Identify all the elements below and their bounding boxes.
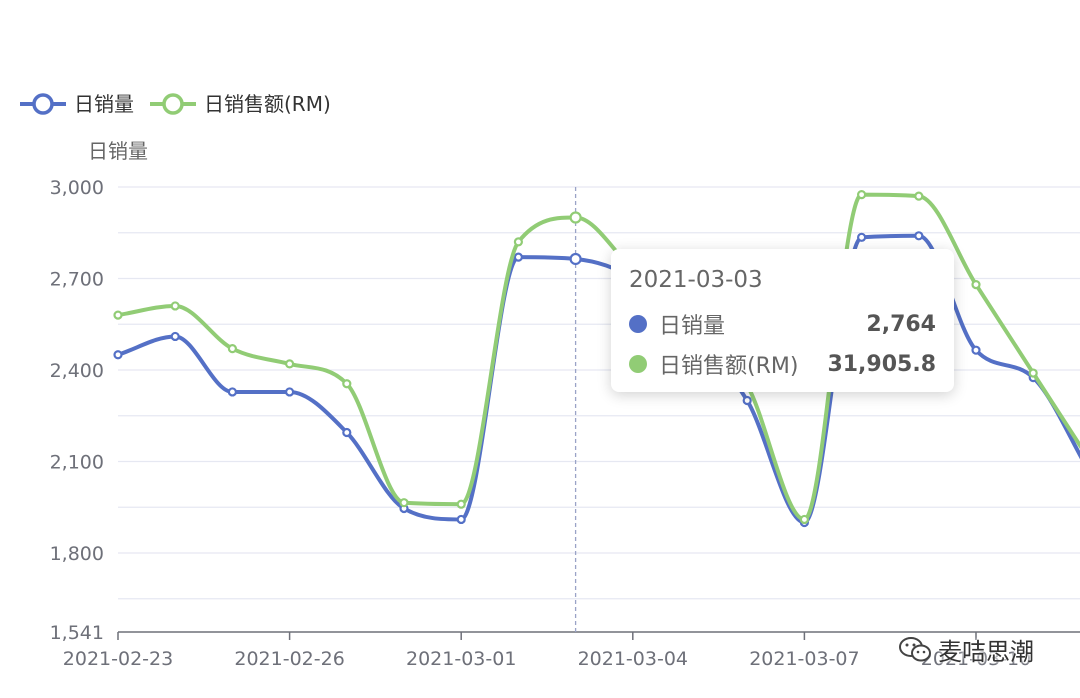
data-point[interactable] xyxy=(399,498,409,508)
tooltip-series-name: 日销量 xyxy=(659,314,726,339)
watermark: 麦咭思潮 xyxy=(898,632,1034,667)
y-tick-label: 1,541 xyxy=(50,622,104,644)
legend[interactable]: 日销量 日销售额(RM) xyxy=(20,92,331,116)
data-point[interactable] xyxy=(227,344,237,354)
tooltip-marker-sales-amount xyxy=(629,355,647,373)
data-point[interactable] xyxy=(227,387,237,397)
data-point[interactable] xyxy=(799,514,810,525)
watermark-text: 麦咭思潮 xyxy=(938,638,1034,666)
tooltip: 2021-03-03 日销量 2,764 日销售额(RM) 31,905.8 xyxy=(611,249,954,392)
data-point[interactable] xyxy=(971,345,981,355)
y-tick-label: 2,700 xyxy=(50,269,104,291)
tooltip-date: 2021-03-03 xyxy=(629,267,763,293)
y-tick-label: 3,000 xyxy=(50,177,104,199)
y-tick-label: 2,400 xyxy=(50,360,104,382)
legend-marker-icon xyxy=(32,93,54,115)
tooltip-marker-sales-volume xyxy=(629,315,647,333)
data-point[interactable] xyxy=(1028,368,1038,378)
tooltip-row-sales-volume: 日销量 2,764 xyxy=(629,304,936,344)
data-point[interactable] xyxy=(971,280,981,290)
x-tick-label: 2021-03-10 xyxy=(921,648,1031,670)
y-axis-label: 日销量 xyxy=(88,139,148,163)
data-point[interactable] xyxy=(342,427,352,438)
legend-marker-icon xyxy=(162,93,184,115)
x-tick-label: 2021-03-04 xyxy=(578,648,688,670)
x-axis: 2021-02-23 2021-02-26 2021-03-01 2021-03-04… xyxy=(63,631,1080,670)
data-point[interactable] xyxy=(113,310,123,320)
tooltip-series-name: 日销售额(RM) xyxy=(659,354,799,379)
y-axis-ticks: 1,541 1,800 2,100 2,400 2,700 3,000 xyxy=(50,177,104,644)
data-point[interactable] xyxy=(856,190,867,200)
data-point[interactable] xyxy=(914,191,924,201)
y-tick-label: 2,100 xyxy=(50,452,104,474)
wechat-icon xyxy=(899,636,931,661)
y-tick-label: 1,800 xyxy=(50,543,104,565)
data-point[interactable] xyxy=(569,211,582,224)
data-point[interactable] xyxy=(113,350,123,360)
data-point[interactable] xyxy=(456,499,466,509)
data-point[interactable] xyxy=(170,301,180,311)
data-point[interactable] xyxy=(285,387,295,397)
data-point[interactable] xyxy=(569,252,582,266)
legend-item-sales-volume[interactable]: 日销量 xyxy=(20,92,134,116)
tooltip-series-value: 2,764 xyxy=(866,311,936,337)
tooltip-row-sales-amount: 日销售额(RM) 31,905.8 xyxy=(629,344,936,384)
data-point[interactable] xyxy=(285,359,295,369)
data-point[interactable] xyxy=(856,232,867,242)
data-point[interactable] xyxy=(914,231,924,241)
data-point[interactable] xyxy=(742,395,752,406)
legend-label: 日销售额(RM) xyxy=(204,92,331,116)
data-point[interactable] xyxy=(513,252,524,262)
data-point[interactable] xyxy=(456,514,466,525)
data-point[interactable] xyxy=(513,237,524,247)
tooltip-series-value: 31,905.8 xyxy=(827,351,936,377)
legend-item-sales-amount[interactable]: 日销售额(RM) xyxy=(150,92,331,116)
x-tick-label: 2021-03-07 xyxy=(749,648,859,670)
x-tick-label: 2021-02-23 xyxy=(63,648,173,670)
data-point[interactable] xyxy=(170,331,180,342)
legend-label: 日销量 xyxy=(74,92,134,116)
data-point[interactable] xyxy=(342,379,352,389)
x-tick-label: 2021-02-26 xyxy=(234,648,344,670)
x-tick-label: 2021-03-01 xyxy=(406,648,516,670)
